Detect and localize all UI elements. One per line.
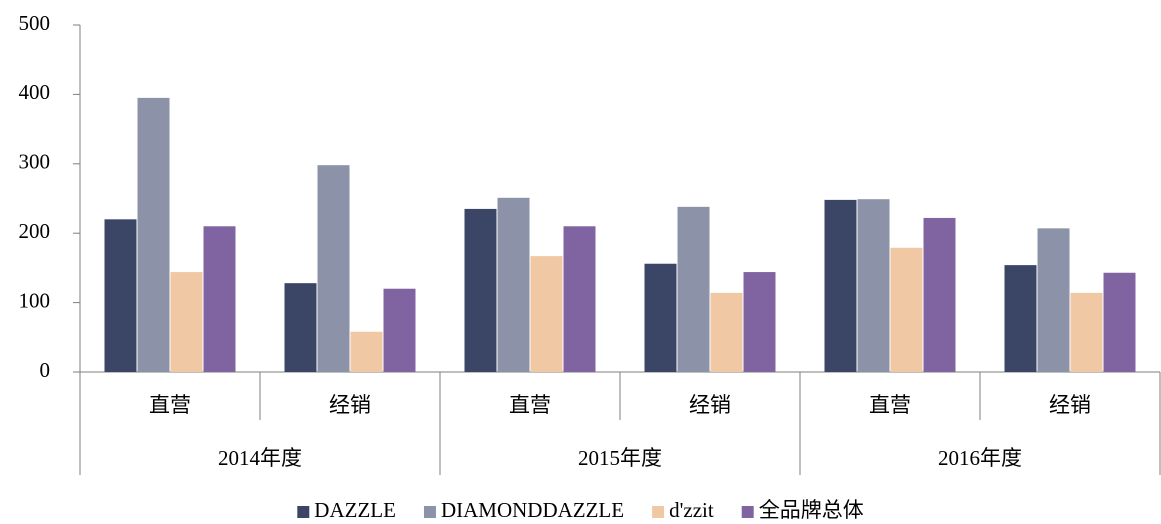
- legend-label: 全品牌总体: [759, 498, 864, 522]
- x-tick-label: 经销: [689, 393, 731, 417]
- y-tick-label: 500: [19, 11, 51, 35]
- group-label: 2015年度: [578, 446, 662, 470]
- bar: [383, 288, 416, 372]
- x-tick-label: 经销: [1049, 393, 1091, 417]
- bar: [1103, 272, 1136, 372]
- bar: [923, 217, 956, 372]
- bar: [170, 272, 203, 372]
- bar: [137, 97, 170, 373]
- legend-swatch: [297, 506, 310, 518]
- x-tick-label: 经销: [329, 393, 371, 417]
- bar: [1037, 228, 1070, 372]
- bar: [890, 247, 923, 372]
- legend-swatch: [423, 506, 436, 518]
- y-tick-label: 100: [19, 288, 51, 312]
- y-tick-label: 200: [19, 219, 51, 243]
- y-tick-label: 400: [19, 80, 51, 104]
- x-tick-label: 直营: [149, 393, 191, 417]
- x-tick-label: 直营: [869, 393, 911, 417]
- bar: [464, 208, 497, 372]
- bar: [743, 272, 776, 372]
- bar: [284, 283, 317, 372]
- legend-label: DAZZLE: [314, 498, 396, 522]
- bar: [677, 206, 710, 372]
- x-tick-label: 直营: [509, 393, 551, 417]
- bar: [644, 263, 677, 372]
- bar: [530, 256, 563, 372]
- bar: [497, 197, 530, 372]
- bar: [710, 292, 743, 372]
- bar: [1004, 265, 1037, 372]
- y-tick-label: 300: [19, 150, 51, 174]
- bar: [317, 165, 350, 372]
- group-label: 2016年度: [938, 446, 1022, 470]
- bar: [824, 199, 857, 372]
- bar: [1070, 292, 1103, 372]
- legend-label: d'zzit: [669, 498, 714, 522]
- bar: [857, 199, 890, 372]
- bar: [104, 219, 137, 372]
- bar: [350, 331, 383, 372]
- legend-label: DIAMONDDAZZLE: [441, 498, 624, 522]
- bar: [203, 226, 236, 372]
- bar: [563, 226, 596, 372]
- y-tick-label: 0: [40, 358, 51, 382]
- group-label: 2014年度: [218, 446, 302, 470]
- legend-swatch: [741, 506, 754, 518]
- legend-swatch: [652, 506, 665, 518]
